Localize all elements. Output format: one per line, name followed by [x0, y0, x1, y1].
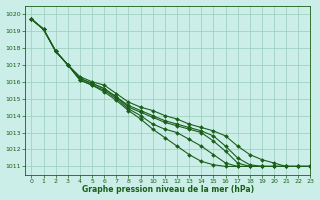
X-axis label: Graphe pression niveau de la mer (hPa): Graphe pression niveau de la mer (hPa) [82, 185, 254, 194]
